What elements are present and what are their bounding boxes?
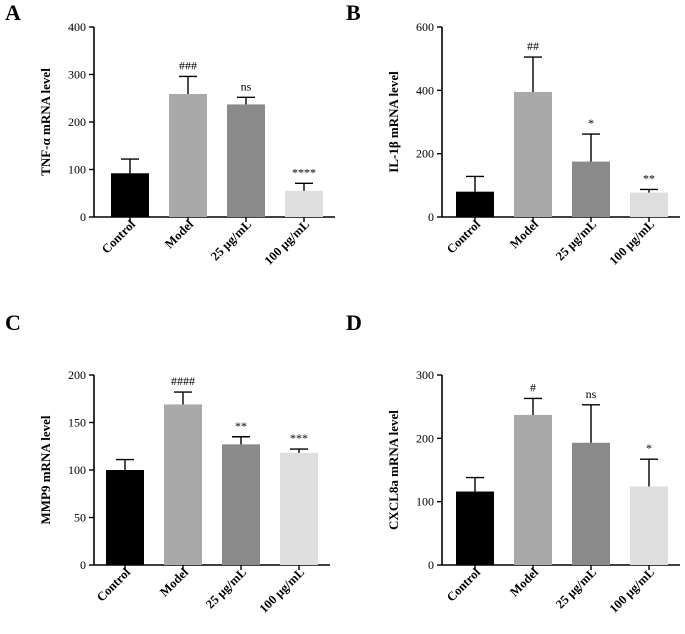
y-tick-label: 300 xyxy=(416,368,434,382)
significance-label: **** xyxy=(292,165,316,179)
x-tick-label: Control xyxy=(99,217,139,257)
y-tick-label: 200 xyxy=(416,431,434,445)
significance-label: ** xyxy=(643,171,655,185)
x-tick-label: Control xyxy=(444,565,484,605)
bar-4 xyxy=(285,190,323,217)
chart-panel-d: D 0 100 200 300 CXCL8a mRNA level Control # Mode… xyxy=(346,310,680,616)
y-axis-label: TNF-α mRNA level xyxy=(38,68,53,176)
bar-1 xyxy=(456,491,494,565)
bar-1 xyxy=(456,191,494,217)
bar-2 xyxy=(164,404,202,565)
y-tick-label: 200 xyxy=(416,147,434,161)
bar-3 xyxy=(572,161,610,217)
y-tick-label: 150 xyxy=(68,416,86,430)
bar-3 xyxy=(572,442,610,565)
y-tick-label: 50 xyxy=(74,511,86,525)
x-tick-label: Control xyxy=(94,565,134,605)
significance-label: ### xyxy=(179,58,197,72)
y-tick-label: 100 xyxy=(68,163,86,177)
x-tick-label: 100 μg/mL xyxy=(607,217,658,268)
significance-label: #### xyxy=(171,374,195,388)
y-tick-label: 100 xyxy=(68,463,86,477)
bar-1 xyxy=(111,173,149,217)
y-tick-label: 0 xyxy=(80,558,86,572)
x-tick-label: Model xyxy=(507,565,541,599)
y-tick-label: 600 xyxy=(416,20,434,34)
x-tick-label: 100 μg/mL xyxy=(607,565,658,616)
x-tick-label: 25 μg/mL xyxy=(553,565,599,611)
bar-1 xyxy=(106,470,144,565)
x-tick-label: 100 μg/mL xyxy=(257,565,308,616)
panel-letter: D xyxy=(346,310,362,335)
x-tick-label: 25 μg/mL xyxy=(553,217,599,263)
bar-2 xyxy=(514,414,552,565)
x-tick-label: 100 μg/mL xyxy=(262,217,313,268)
y-tick-label: 400 xyxy=(68,20,86,34)
significance-label: ns xyxy=(241,79,252,93)
bar-3 xyxy=(222,444,260,565)
bar-4 xyxy=(630,192,668,217)
x-tick-label: Model xyxy=(507,217,541,251)
significance-label: *** xyxy=(290,431,308,445)
significance-label: * xyxy=(588,116,594,130)
panel-letter: B xyxy=(346,0,361,25)
bar-3 xyxy=(227,104,265,217)
y-tick-label: 200 xyxy=(68,368,86,382)
bar-2 xyxy=(169,93,207,217)
chart-panel-a: A 0 100 200 300 400 TNF-α mRNA level Control ###… xyxy=(5,0,335,268)
y-tick-label: 200 xyxy=(68,115,86,129)
chart-panel-c: C 0 50 100 150 200 MMP9 mRNA level Control #### M… xyxy=(5,310,330,616)
x-tick-label: Model xyxy=(157,565,191,599)
y-tick-label: 400 xyxy=(416,83,434,97)
y-axis-label: IL-1β mRNA level xyxy=(386,71,401,173)
y-tick-label: 300 xyxy=(68,68,86,82)
significance-label: ## xyxy=(527,39,539,53)
panel-letter: C xyxy=(5,310,21,335)
y-tick-label: 0 xyxy=(428,558,434,572)
significance-label: ns xyxy=(586,387,597,401)
bar-2 xyxy=(514,91,552,217)
y-tick-label: 100 xyxy=(416,495,434,509)
y-axis-label: CXCL8a mRNA level xyxy=(386,410,401,530)
x-tick-label: 25 μg/mL xyxy=(208,217,254,263)
chart-panel-b: B 0 200 400 600 IL-1β mRNA level Control ## Mode… xyxy=(346,0,680,268)
significance-label: # xyxy=(530,380,536,394)
bar-4 xyxy=(280,452,318,565)
x-tick-label: Control xyxy=(444,217,484,257)
panel-letter: A xyxy=(5,0,21,25)
significance-label: ** xyxy=(235,419,247,433)
y-axis-label: MMP9 mRNA level xyxy=(38,415,53,524)
y-tick-label: 0 xyxy=(428,210,434,224)
x-tick-label: 25 μg/mL xyxy=(203,565,249,611)
x-tick-label: Model xyxy=(162,217,196,251)
bar-4 xyxy=(630,486,668,565)
y-tick-label: 0 xyxy=(80,210,86,224)
significance-label: * xyxy=(646,441,652,455)
